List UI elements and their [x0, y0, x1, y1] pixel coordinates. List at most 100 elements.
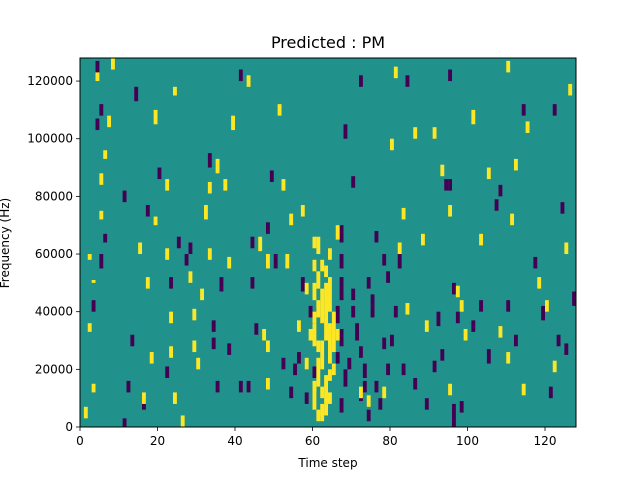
heatmap-cell-low: [498, 184, 503, 197]
heatmap-cell-high: [564, 242, 569, 255]
heatmap-cell-high: [285, 254, 290, 269]
heatmap-cell-high: [312, 311, 317, 324]
heatmap-cell-low: [122, 190, 127, 203]
heatmap-cell-low: [347, 357, 352, 370]
heatmap-cell-high: [87, 254, 92, 260]
heatmap-cell-low: [273, 254, 278, 269]
heatmap-cell-low: [506, 300, 511, 312]
heatmap-cell-high: [111, 58, 115, 70]
heatmap-cell-high: [304, 282, 309, 295]
heatmap-cell-high: [103, 150, 108, 159]
heatmap-cell-low: [572, 291, 577, 306]
heatmap-cell-high: [413, 127, 418, 139]
heatmap-cell-low: [366, 277, 371, 289]
heatmap-cell-high: [328, 248, 332, 260]
heatmap-cell-high: [440, 164, 445, 177]
heatmap-cell-low: [397, 254, 402, 269]
heatmap-cell-high: [188, 271, 193, 283]
y-tick-label: 20000: [35, 362, 73, 376]
heatmap-cell-high: [200, 288, 205, 301]
heatmap-cell-low: [312, 366, 317, 378]
heatmap-cell-high: [393, 66, 398, 79]
heatmap-cell-high: [266, 377, 270, 390]
heatmap-cell-high: [424, 320, 429, 332]
heatmap-cell-low: [556, 334, 561, 347]
heatmap-cell-high: [328, 392, 332, 404]
heatmap-cell-low: [335, 352, 340, 364]
heatmap-cell-high: [91, 383, 96, 393]
heatmap-cell-high: [324, 282, 329, 341]
y-axis-label: Frequency (Hz): [0, 198, 12, 289]
heatmap-cell-low: [339, 254, 344, 269]
heatmap-cell-high: [196, 357, 201, 370]
heatmap-cell-high: [479, 233, 484, 246]
heatmap-cell-high: [328, 369, 332, 381]
heatmap-cell-low: [366, 409, 371, 422]
heatmap-cell-low: [452, 403, 456, 427]
heatmap-cell-high: [552, 360, 557, 373]
heatmap-cell-high: [149, 352, 154, 364]
heatmap-cell-low: [215, 380, 220, 393]
heatmap-cell-low: [541, 305, 546, 321]
heatmap-cell-high: [510, 213, 515, 226]
heatmap-cell-low: [343, 124, 348, 139]
heatmap-cell-low: [471, 320, 476, 332]
heatmap-cell-low: [134, 86, 139, 102]
heatmap-cell-high: [173, 392, 177, 404]
heatmap-cell-low: [382, 254, 387, 266]
x-tick-label: 0: [76, 434, 84, 448]
plot-area: [79, 57, 577, 428]
heatmap-cell-high: [308, 328, 313, 341]
heatmap-cell-high: [463, 328, 468, 341]
heatmap-cell-low: [238, 380, 243, 393]
heatmap-cell-low: [359, 346, 363, 358]
heatmap-cell-high: [312, 282, 317, 301]
heatmap-cell-high: [506, 60, 511, 73]
heatmap-cell-high: [297, 320, 301, 332]
heatmap-cell-high: [320, 259, 325, 272]
heatmap-cell-high: [320, 288, 325, 324]
heatmap-cell-low: [130, 334, 135, 347]
heatmap-cell-high: [316, 409, 321, 422]
heatmap-cell-low: [393, 305, 398, 318]
heatmap-cell-high: [173, 86, 177, 96]
heatmap-background: [80, 58, 576, 427]
heatmap-cell-low: [207, 153, 212, 168]
heatmap-cell-low: [339, 225, 344, 243]
heatmap-cell-low: [405, 75, 410, 87]
heatmap-cell-high: [99, 210, 104, 220]
heatmap-cell-low: [95, 118, 100, 131]
heatmap-cell-high: [525, 121, 530, 133]
heatmap-cell-high: [328, 277, 332, 312]
heatmap-cell-low: [444, 179, 449, 191]
heatmap-cell-high: [331, 363, 336, 376]
heatmap-cell-high: [498, 326, 503, 338]
heatmap-cell-low: [95, 60, 100, 73]
heatmap-cell-high: [448, 205, 453, 217]
heatmap-cell-low: [452, 282, 456, 295]
y-tick-label: 60000: [35, 247, 73, 261]
heatmap-cell-low: [424, 398, 429, 410]
heatmap-cell-high: [304, 357, 309, 370]
heatmap-cell-high: [312, 259, 317, 272]
heatmap-cell-low: [564, 343, 569, 355]
heatmap-cell-high: [153, 109, 158, 125]
heatmap-cell-low: [362, 380, 367, 393]
heatmap-cell-low: [382, 337, 387, 350]
heatmap-cell-low: [548, 386, 553, 399]
heatmap-cell-high: [231, 115, 236, 131]
heatmap-cell-high: [401, 207, 406, 220]
heatmap-cell-high: [320, 340, 325, 370]
heatmap-cell-high: [521, 383, 526, 396]
heatmap-cell-high: [432, 127, 437, 139]
heatmap-cell-high: [138, 242, 143, 255]
plot-frame: [79, 57, 577, 428]
heatmap-cell-high: [142, 392, 146, 404]
heatmap-cell-low: [552, 104, 557, 116]
heatmap-cell-low: [386, 271, 391, 283]
y-tick-label: 100000: [27, 132, 73, 146]
y-tick-label: 40000: [35, 305, 73, 319]
heatmap-cell-low: [99, 104, 104, 116]
heatmap-cell-high: [324, 265, 329, 278]
